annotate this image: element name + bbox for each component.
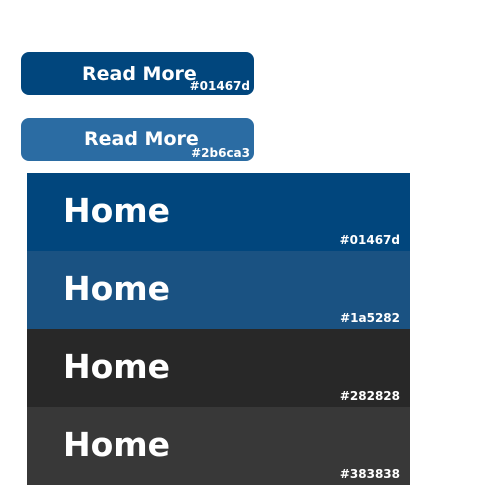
read-more-button-dark[interactable]: Read More #01467d bbox=[21, 52, 254, 95]
menu-swatch-list: Home #01467d Home #1a5282 Home #282828 H… bbox=[27, 173, 410, 485]
menu-item-label: Home bbox=[63, 269, 171, 308]
menu-item-label: Home bbox=[63, 425, 171, 464]
color-code-label: #01467d bbox=[189, 79, 250, 93]
button-label: Read More bbox=[82, 63, 197, 85]
read-more-button-light[interactable]: Read More #2b6ca3 bbox=[21, 118, 254, 161]
button-label: Read More bbox=[84, 128, 199, 150]
menu-item-home-282828[interactable]: Home #282828 bbox=[27, 329, 410, 407]
color-code-label: #01467d bbox=[339, 233, 400, 247]
color-code-label: #2b6ca3 bbox=[191, 146, 250, 160]
menu-item-home-383838[interactable]: Home #383838 bbox=[27, 407, 410, 485]
menu-item-label: Home bbox=[63, 191, 171, 230]
menu-item-label: Home bbox=[63, 347, 171, 386]
menu-item-home-1a5282[interactable]: Home #1a5282 bbox=[27, 251, 410, 329]
color-code-label: #282828 bbox=[339, 389, 400, 403]
color-code-label: #1a5282 bbox=[340, 311, 400, 325]
menu-item-home-01467d[interactable]: Home #01467d bbox=[27, 173, 410, 251]
color-code-label: #383838 bbox=[339, 467, 400, 481]
